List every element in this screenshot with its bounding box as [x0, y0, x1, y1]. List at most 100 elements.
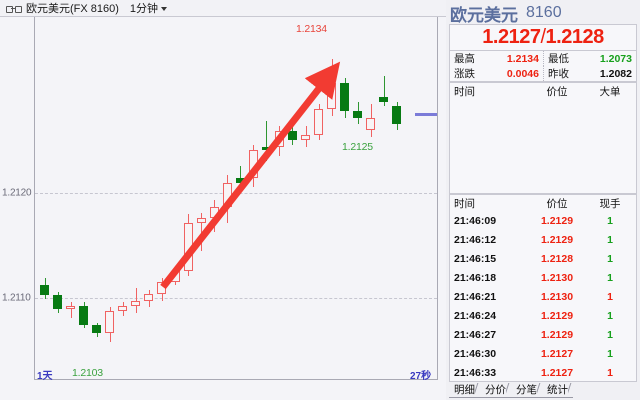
bid-ask-display: 1.2127 / 1.2128 [449, 24, 637, 51]
tick-time: 21:46:33 [454, 366, 497, 379]
tick-row[interactable]: 21:46:30 1.2127 1 [450, 344, 636, 363]
tick-time: 21:46:15 [454, 252, 497, 265]
tick-volume: 1 [607, 271, 613, 284]
stat-high: 最高 1.2134 [450, 51, 543, 66]
tab-label: 明细 [454, 384, 475, 396]
tick-volume: 1 [607, 233, 613, 246]
tab-3[interactable]: 统计 [542, 383, 573, 398]
y-axis-line-left [34, 17, 35, 379]
tab-label: 统计 [547, 384, 568, 396]
stat-high-value: 1.2134 [506, 52, 539, 65]
period-label: 1分钟 [129, 3, 159, 15]
tick-price: 1.2129 [540, 309, 574, 322]
last-price-marker [415, 113, 437, 116]
bid-ask-separator: / [540, 26, 546, 48]
stat-low: 最低 1.2073 [543, 51, 636, 66]
tick-col-time: 时间 [454, 197, 475, 210]
chevron-down-icon [161, 7, 168, 12]
tick-col-price: 价位 [546, 197, 568, 210]
tick-row[interactable]: 21:46:27 1.2129 1 [450, 325, 636, 344]
tick-price: 1.2128 [540, 252, 574, 265]
bottom-low-annotation: 1.2103 [72, 367, 103, 379]
tab-separator [568, 383, 578, 398]
quote-code: 8160 [526, 4, 562, 21]
tick-list-table[interactable]: 时间 价位 现手 21:46:09 1.2129 1 21:46:12 1.2129 1 2… [449, 194, 637, 382]
tick-volume: 1 [607, 252, 613, 265]
stat-low-label: 最低 [548, 53, 569, 65]
tick-volume: 1 [607, 347, 613, 360]
tick-row[interactable]: 21:46:24 1.2129 1 [450, 306, 636, 325]
bottom-tabs[interactable]: 明细 分价 分笔 统计 [449, 382, 637, 398]
tick-row[interactable]: 21:46:09 1.2129 1 [450, 211, 636, 230]
stat-prevclose: 昨收 1.2082 [543, 66, 636, 81]
tick-time: 21:46:12 [454, 233, 497, 246]
tick-price: 1.2127 [540, 347, 574, 360]
range-label: 1天 [37, 371, 53, 382]
instrument-label: 欧元美元(FX 8160) [26, 3, 119, 15]
link-icon [6, 5, 22, 13]
tick-time: 21:46:18 [454, 271, 497, 284]
gridline-2 [35, 298, 437, 299]
big-orders-col-price: 价位 [546, 85, 568, 98]
tick-row[interactable]: 21:46:18 1.2130 1 [450, 268, 636, 287]
tick-volume: 1 [607, 309, 613, 322]
y-axis-line-right [437, 17, 438, 379]
tick-list-header: 时间 价位 现手 [450, 195, 636, 211]
tick-price: 1.2127 [540, 366, 574, 379]
candlestick-series [0, 17, 446, 383]
tab-1[interactable]: 分价 [480, 383, 511, 398]
big-orders-col-volume: 大单 [599, 85, 621, 98]
stat-change: 涨跌 0.0046 [450, 66, 543, 81]
tick-row[interactable]: 21:46:33 1.2127 1 [450, 363, 636, 381]
tab-label: 分笔 [516, 384, 537, 396]
tick-price: 1.2130 [540, 271, 574, 284]
quote-side-pane: 欧元美元 8160 1.2127 / 1.2128 最高 1.2134 最低 1… [446, 0, 640, 400]
tick-col-volume: 现手 [599, 197, 621, 210]
tick-time: 21:46:27 [454, 328, 497, 341]
y-tick-label-2: 1.2110 [2, 292, 31, 304]
tick-row[interactable]: 21:46:12 1.2129 1 [450, 230, 636, 249]
tab-label: 分价 [485, 384, 506, 396]
big-orders-col-time: 时间 [454, 85, 475, 98]
tick-price: 1.2129 [540, 214, 574, 227]
big-orders-table[interactable]: 时间 价位 大单 [449, 82, 637, 194]
period-selector[interactable]: 1分钟 [129, 0, 168, 16]
tick-volume: 1 [607, 328, 613, 341]
low-price-annotation: 1.2125 [342, 141, 373, 153]
tab-0[interactable]: 明细 [449, 383, 480, 398]
tick-price: 1.2129 [540, 233, 574, 246]
stat-prevclose-label: 昨收 [548, 68, 569, 80]
high-price-annotation: 1.2134 [296, 23, 327, 35]
stat-high-label: 最高 [454, 53, 475, 65]
chart-toolbar: 欧元美元(FX 8160) 1分钟 [0, 0, 446, 17]
tick-time: 21:46:09 [454, 214, 497, 227]
tick-row[interactable]: 21:46:15 1.2128 1 [450, 249, 636, 268]
bid-price: 1.2127 [482, 26, 541, 48]
tick-price: 1.2129 [540, 328, 574, 341]
tick-list-body: 21:46:09 1.2129 1 21:46:12 1.2129 1 21:46:15 1.… [450, 211, 636, 381]
tick-volume: 1 [607, 366, 613, 379]
stat-prevclose-value: 1.2082 [599, 67, 632, 80]
chart-pane: 欧元美元(FX 8160) 1分钟 1.2120 1.2110 [0, 0, 446, 383]
tick-time: 21:46:24 [454, 309, 497, 322]
x-axis-line [34, 379, 438, 380]
y-tick-label-1: 1.2120 [2, 187, 32, 199]
tick-volume: 1 [607, 214, 613, 227]
ask-price: 1.2128 [545, 26, 605, 48]
stat-change-label: 涨跌 [454, 68, 475, 80]
quote-stats-grid: 最高 1.2134 最低 1.2073 涨跌 0.0046 昨收 1.2082 [449, 51, 637, 82]
tick-price: 1.2130 [540, 290, 574, 303]
chart-plot-area[interactable]: 1.2120 1.2110 1.2134 1.2125 1.2103 1天 27… [0, 17, 446, 383]
tick-volume: 1 [607, 290, 613, 303]
tick-time: 21:46:30 [454, 347, 497, 360]
quote-title: 欧元美元 8160 [450, 2, 638, 25]
stat-change-value: 0.0046 [506, 67, 539, 80]
big-orders-header: 时间 价位 大单 [450, 83, 636, 99]
stat-low-value: 1.2073 [599, 52, 632, 65]
tick-time: 21:46:21 [454, 290, 497, 303]
quote-name: 欧元美元 [450, 5, 518, 25]
tab-2[interactable]: 分笔 [511, 383, 542, 398]
countdown-label: 27秒 [410, 371, 432, 382]
tick-row[interactable]: 21:46:21 1.2130 1 [450, 287, 636, 306]
